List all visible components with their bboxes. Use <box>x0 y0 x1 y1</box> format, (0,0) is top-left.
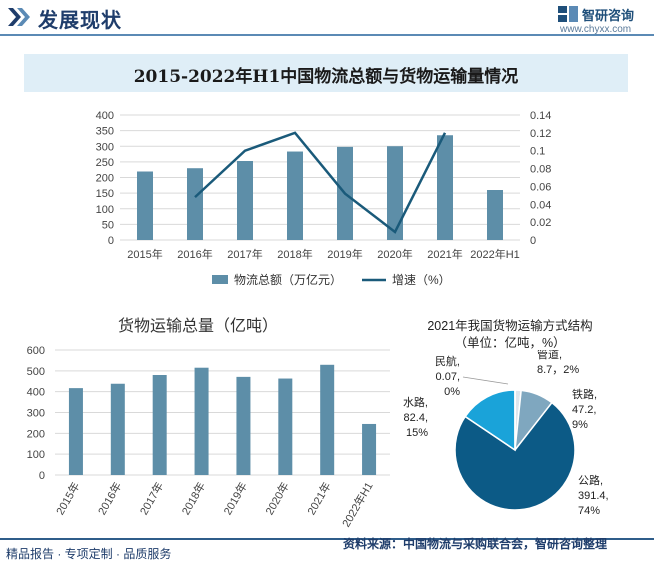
y-tick-label: 50 <box>102 219 114 231</box>
legend-swatch-bar <box>212 275 228 284</box>
y2-tick-label: 0.08 <box>530 164 551 176</box>
y2-tick-label: 0 <box>530 235 536 247</box>
bar-freight-volume <box>152 375 167 475</box>
bar-freight-volume <box>110 383 125 475</box>
pie-title: 2021年我国货物运输方式结构 （单位：亿吨，%） <box>405 318 615 352</box>
transport-pie-chart: 管道, 8.7，2% 铁路, 47.2, 9% 公路, 391.4, 74% 水路, 82.4, 1… <box>403 350 609 517</box>
x-tick-label: 2019年 <box>220 480 250 518</box>
y-tick-label: 300 <box>96 141 114 153</box>
pie-label-pipeline: 8.7，2% <box>537 364 579 376</box>
x-tick-label: 2016年 <box>177 247 212 261</box>
y-tick-label: 0 <box>39 470 45 482</box>
x-tick-label: 2022年H1 <box>470 247 520 261</box>
x-tick-label: 2017年 <box>227 247 262 261</box>
bar-logistics-total <box>137 171 153 240</box>
bar-logistics-total <box>187 168 203 240</box>
footer-source: 资料来源：中国物流与采购联合会，智研咨询整理 <box>343 537 608 551</box>
bar-logistics-total <box>437 135 453 240</box>
x-tick-label: 2022年H1 <box>339 480 376 530</box>
combo-chart: 0 50 100 150 200 250 300 350 400 0 0.02 0.04 0.06 0.0… <box>96 110 552 287</box>
chart1-title-band <box>24 54 628 92</box>
pie-label-highway: 74% <box>578 505 600 517</box>
footer-divider <box>0 538 654 540</box>
bar-freight-volume <box>68 388 83 475</box>
y-tick-label: 350 <box>96 126 114 138</box>
bar-logistics-total <box>237 161 253 240</box>
pie-slice <box>454 401 576 511</box>
bar-freight-volume <box>194 367 209 475</box>
y-tick-label: 300 <box>27 408 45 420</box>
brand-logo-icon <box>558 6 578 22</box>
chart1-title: 2015-2022年H1中国物流总额与货物运输量情况 <box>133 67 519 87</box>
y2-tick-label: 0.1 <box>530 146 545 158</box>
x-tick-label: 2018年 <box>178 480 208 518</box>
pie-label-highway: 公路, <box>578 474 603 487</box>
bar-freight-volume <box>320 364 335 475</box>
pie-title-main: 2021年我国货物运输方式结构 <box>427 319 593 333</box>
pie-label-aviation: 0% <box>444 386 460 398</box>
x-tick-label: 2017年 <box>136 480 166 518</box>
y2-tick-label: 0.02 <box>530 217 551 229</box>
x-tick-label: 2021年 <box>304 480 334 518</box>
x-tick-label: 2019年 <box>327 247 362 261</box>
freight-bar-chart: 0 100 200 300 400 500 600 2015年 2016年 2017年 2018年 2… <box>27 345 390 530</box>
pie-slice <box>464 389 516 452</box>
x-tick-label: 2015年 <box>53 480 83 518</box>
header-divider <box>0 34 654 36</box>
pie-label-pipeline: 管道, <box>537 350 562 361</box>
pie-leader-line <box>462 376 509 385</box>
pie-label-waterway: 15% <box>406 427 428 439</box>
bar-logistics-total <box>287 151 303 240</box>
y2-tick-label: 0.12 <box>530 128 551 140</box>
y-tick-label: 200 <box>27 428 45 440</box>
y2-tick-label: 0.14 <box>530 110 551 122</box>
x-tick-label: 2020年 <box>377 247 412 261</box>
x-tick-label: 2018年 <box>277 247 312 261</box>
y-tick-label: 400 <box>96 110 114 122</box>
y-tick-label: 100 <box>96 204 114 216</box>
pie-label-aviation: 民航, <box>435 354 460 368</box>
pie-label-railway: 9% <box>572 419 588 431</box>
pie-label-railway: 47.2, <box>572 404 596 416</box>
y-tick-label: 500 <box>27 366 45 378</box>
chart2-title: 货物运输总量（亿吨） <box>118 318 279 335</box>
x-tick-label: 2015年 <box>127 247 162 261</box>
y-tick-label: 600 <box>27 345 45 357</box>
page-title: 发展现状 <box>38 10 122 32</box>
bar-logistics-total <box>387 146 403 240</box>
bar-logistics-total <box>487 190 503 240</box>
brand-name: 智研咨询 <box>582 8 635 23</box>
bar-freight-volume <box>278 378 293 475</box>
pie-label-waterway: 水路, <box>403 396 428 409</box>
bar-freight-volume <box>236 376 251 475</box>
x-tick-label: 2021年 <box>427 247 462 261</box>
footer-slogan: 精品报告 · 专项定制 · 品质服务 <box>6 547 172 561</box>
y-tick-label: 200 <box>96 173 114 185</box>
y-tick-label: 400 <box>27 387 45 399</box>
legend-label-line: 增速（%） <box>392 273 451 287</box>
legend-label-bar: 物流总额（万亿元） <box>234 272 342 287</box>
x-tick-label: 2016年 <box>95 480 125 518</box>
y-tick-label: 250 <box>96 157 114 169</box>
x-tick-label: 2020年 <box>262 480 292 518</box>
pie-title-sub: （单位：亿吨，%） <box>454 336 566 350</box>
pie-label-railway: 铁路, <box>572 388 597 401</box>
y-tick-label: 0 <box>108 235 114 247</box>
bar-freight-volume <box>362 423 377 475</box>
y2-tick-label: 0.06 <box>530 181 551 193</box>
pie-label-aviation: 0.07, <box>436 371 460 383</box>
pie-label-highway: 391.4, <box>578 490 609 502</box>
y-tick-label: 150 <box>96 188 114 200</box>
brand-url: www.chyxx.com <box>560 24 632 35</box>
line-growth-rate <box>194 131 447 234</box>
header-chevron-icon <box>8 8 30 26</box>
pie-label-waterway: 82.4, <box>404 412 428 424</box>
y-tick-label: 100 <box>27 449 45 461</box>
y2-tick-label: 0.04 <box>530 199 551 211</box>
